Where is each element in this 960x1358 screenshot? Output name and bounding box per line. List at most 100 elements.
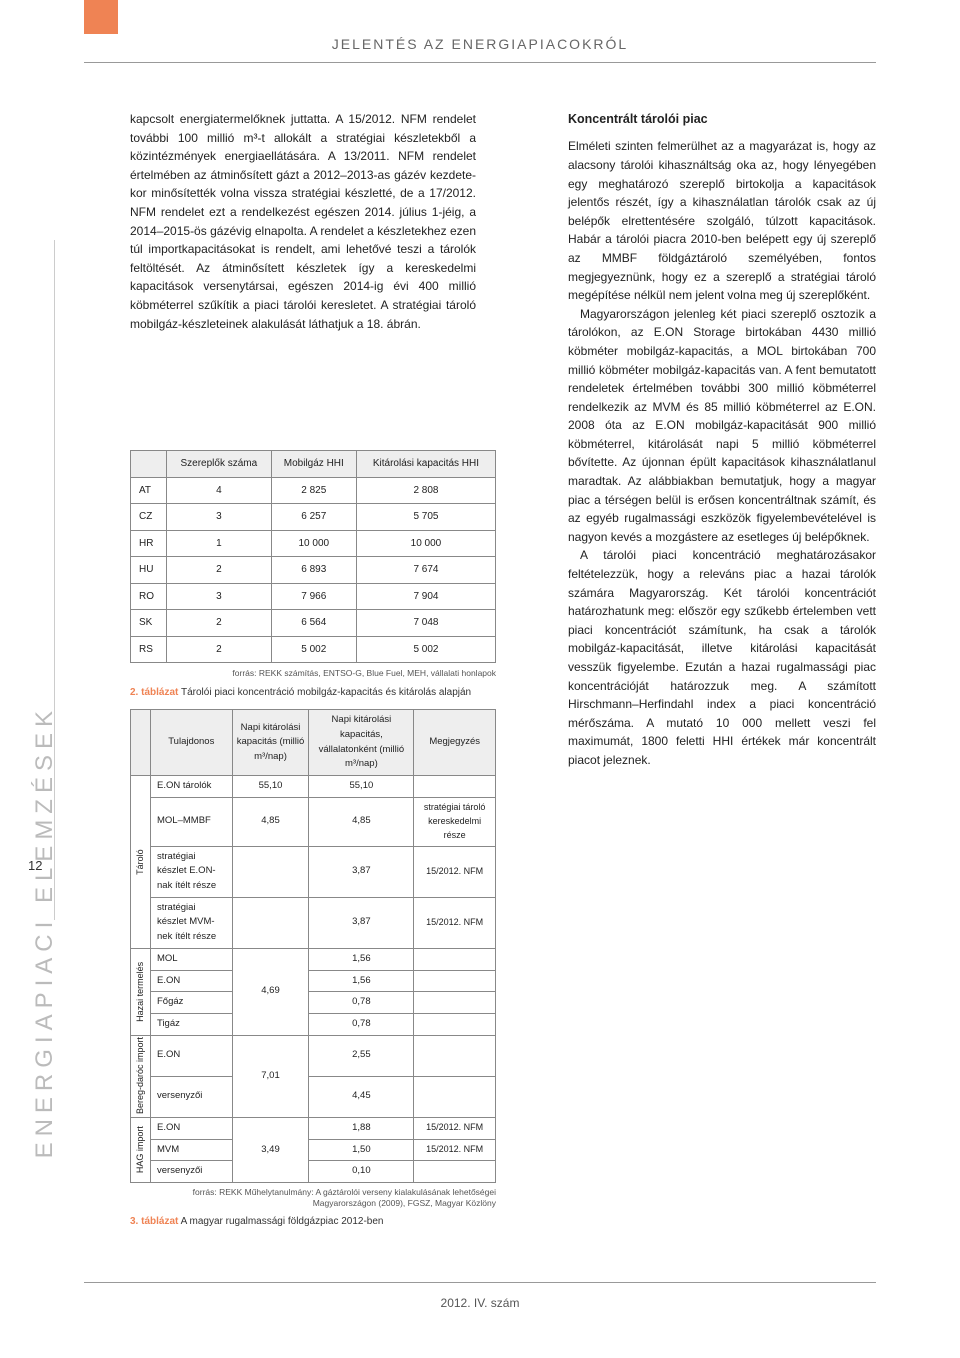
table1-cell: 2 808	[356, 477, 495, 504]
table2-group-cap: 4,69	[232, 948, 309, 1035]
table2-caption-text: A magyar rugalmassági földgázpiac 2012-b…	[181, 1216, 384, 1227]
rule-top	[84, 62, 876, 63]
left-column: kapcsolt energiatermelőknek juttatta. A …	[130, 110, 476, 333]
table2-cap	[232, 846, 309, 897]
table2-caption-num: 3. táblázat	[130, 1216, 178, 1227]
table1-cell: 5 002	[356, 636, 495, 663]
table1-caption-text: Tárolói piaci koncentráció mobilgáz-kapa…	[181, 687, 471, 698]
table1-cell: 7 048	[356, 610, 495, 637]
table2-caption: 3. táblázat A magyar rugalmassági földgá…	[130, 1215, 496, 1228]
table1-cell: 5 002	[271, 636, 356, 663]
left-paragraph: kapcsolt energiatermelőknek juttatta. A …	[130, 110, 476, 333]
table2-col-header: Megjegyzés	[414, 710, 496, 776]
tables-wrap: Szereplők számaMobilgáz HHIKitárolási ka…	[130, 450, 496, 1238]
table2-group-label: Hazai termelés	[131, 948, 151, 1035]
table1-cell: SK	[131, 610, 167, 637]
table2-col-header: Tulajdonos	[151, 710, 233, 776]
table2-cap-pc: 3,87	[309, 846, 414, 897]
table2-group-label: Tároló	[131, 776, 151, 949]
left-vertical-rule	[54, 240, 55, 920]
table1-cell: CZ	[131, 504, 167, 531]
table2-note	[414, 970, 496, 992]
table2-note	[414, 1076, 496, 1117]
table2-note	[414, 776, 496, 798]
table2-note: 15/2012. NFM	[414, 897, 496, 948]
table1-cell: AT	[131, 477, 167, 504]
table2-group-cap: 3,49	[232, 1117, 309, 1182]
table1-cell: HU	[131, 557, 167, 584]
table1-cell: 5 705	[356, 504, 495, 531]
table2-note: 15/2012. NFM	[414, 1117, 496, 1139]
table2-owner: MOL	[151, 948, 233, 970]
table2-owner: E.ON	[151, 1035, 233, 1076]
table1-cell: 7 904	[356, 583, 495, 610]
table2-owner: Főgáz	[151, 992, 233, 1014]
table2-cap-pc: 1,56	[309, 948, 414, 970]
table2-owner: E.ON tárolók	[151, 776, 233, 798]
page-footer: 2012. IV. szám	[84, 1296, 876, 1310]
table1-cell: 2	[167, 610, 272, 637]
table2-note: stratégiai tároló kereskedelmi része	[414, 797, 496, 846]
table1-cell: 2 825	[271, 477, 356, 504]
table1-cell: RO	[131, 583, 167, 610]
table2-cap-pc: 1,88	[309, 1117, 414, 1139]
table1-col-header: Szereplők száma	[167, 451, 272, 478]
table2-owner: MOL–MMBF	[151, 797, 233, 846]
table-flex-market: TulajdonosNapi kitárolási kapacitás (mil…	[130, 709, 496, 1183]
table1-cell: 7 674	[356, 557, 495, 584]
table2-owner: Tigáz	[151, 1014, 233, 1036]
table2-cap-pc: 1,50	[309, 1139, 414, 1161]
right-heading: Koncentrált tárolói piac	[568, 110, 876, 129]
table2-owner: stratégiai készlet MVM-nek ítélt része	[151, 897, 233, 948]
table2-cap: 55,10	[232, 776, 309, 798]
table2-owner: versenyzői	[151, 1076, 233, 1117]
table1-caption-num: 2. táblázat	[130, 687, 178, 698]
sidebar: ENERGIAPIACI ELEMZÉSEK	[20, 160, 70, 1158]
table1-caption: 2. táblázat Tárolói piaci koncentráció m…	[130, 686, 496, 699]
table1-cell: 2	[167, 636, 272, 663]
table2-cap-pc: 4,85	[309, 797, 414, 846]
table2-source: forrás: REKK Műhelytanulmány: A gáztárol…	[130, 1187, 496, 1209]
table2-note	[414, 1035, 496, 1076]
table2-owner: E.ON	[151, 970, 233, 992]
table1-cell: 6 257	[271, 504, 356, 531]
table2-cap-pc: 2,55	[309, 1035, 414, 1076]
table2-note	[414, 948, 496, 970]
table1-cell: 2	[167, 557, 272, 584]
table2-cap-pc: 55,10	[309, 776, 414, 798]
table2-col-header	[131, 710, 151, 776]
table1-cell: HR	[131, 530, 167, 557]
page-header: JELENTÉS AZ ENERGIAPIACOKRÓL	[84, 36, 876, 52]
rule-bottom	[84, 1282, 876, 1283]
table2-note: 15/2012. NFM	[414, 846, 496, 897]
table2-note	[414, 992, 496, 1014]
table2-cap-pc: 0,78	[309, 992, 414, 1014]
table1-cell: 7 966	[271, 583, 356, 610]
table1-cell: 10 000	[356, 530, 495, 557]
table1-cell: RS	[131, 636, 167, 663]
table2-group-label: HAG import	[131, 1117, 151, 1182]
table2-col-header: Napi kitárolási kapacitás, vállalatonkén…	[309, 710, 414, 776]
table1-col-header	[131, 451, 167, 478]
table1-cell: 6 564	[271, 610, 356, 637]
content-area: kapcsolt energiatermelőknek juttatta. A …	[130, 110, 876, 1248]
right-para-2: Magyarországon jelenleg két piaci szerep…	[568, 305, 876, 547]
table2-cap-pc: 0,78	[309, 1014, 414, 1036]
table2-cap-pc: 4,45	[309, 1076, 414, 1117]
table2-cap-pc: 1,56	[309, 970, 414, 992]
table1-col-header: Kitárolási kapacitás HHI	[356, 451, 495, 478]
table1-cell: 3	[167, 504, 272, 531]
table2-cap: 4,85	[232, 797, 309, 846]
page-number: 12	[28, 858, 42, 873]
table2-cap-pc: 3,87	[309, 897, 414, 948]
table2-col-header: Napi kitárolási kapacitás (millió m³/nap…	[232, 710, 309, 776]
table1-cell: 6 893	[271, 557, 356, 584]
table2-owner: stratégiai készlet E.ON-nak ítélt része	[151, 846, 233, 897]
table1-source: forrás: REKK számítás, ENTSO-G, Blue Fue…	[130, 667, 496, 680]
table2-owner: MVM	[151, 1139, 233, 1161]
table2-owner: E.ON	[151, 1117, 233, 1139]
accent-square	[84, 0, 118, 34]
table-hhi: Szereplők számaMobilgáz HHIKitárolási ka…	[130, 450, 496, 663]
table2-note	[414, 1161, 496, 1183]
table2-note: 15/2012. NFM	[414, 1139, 496, 1161]
